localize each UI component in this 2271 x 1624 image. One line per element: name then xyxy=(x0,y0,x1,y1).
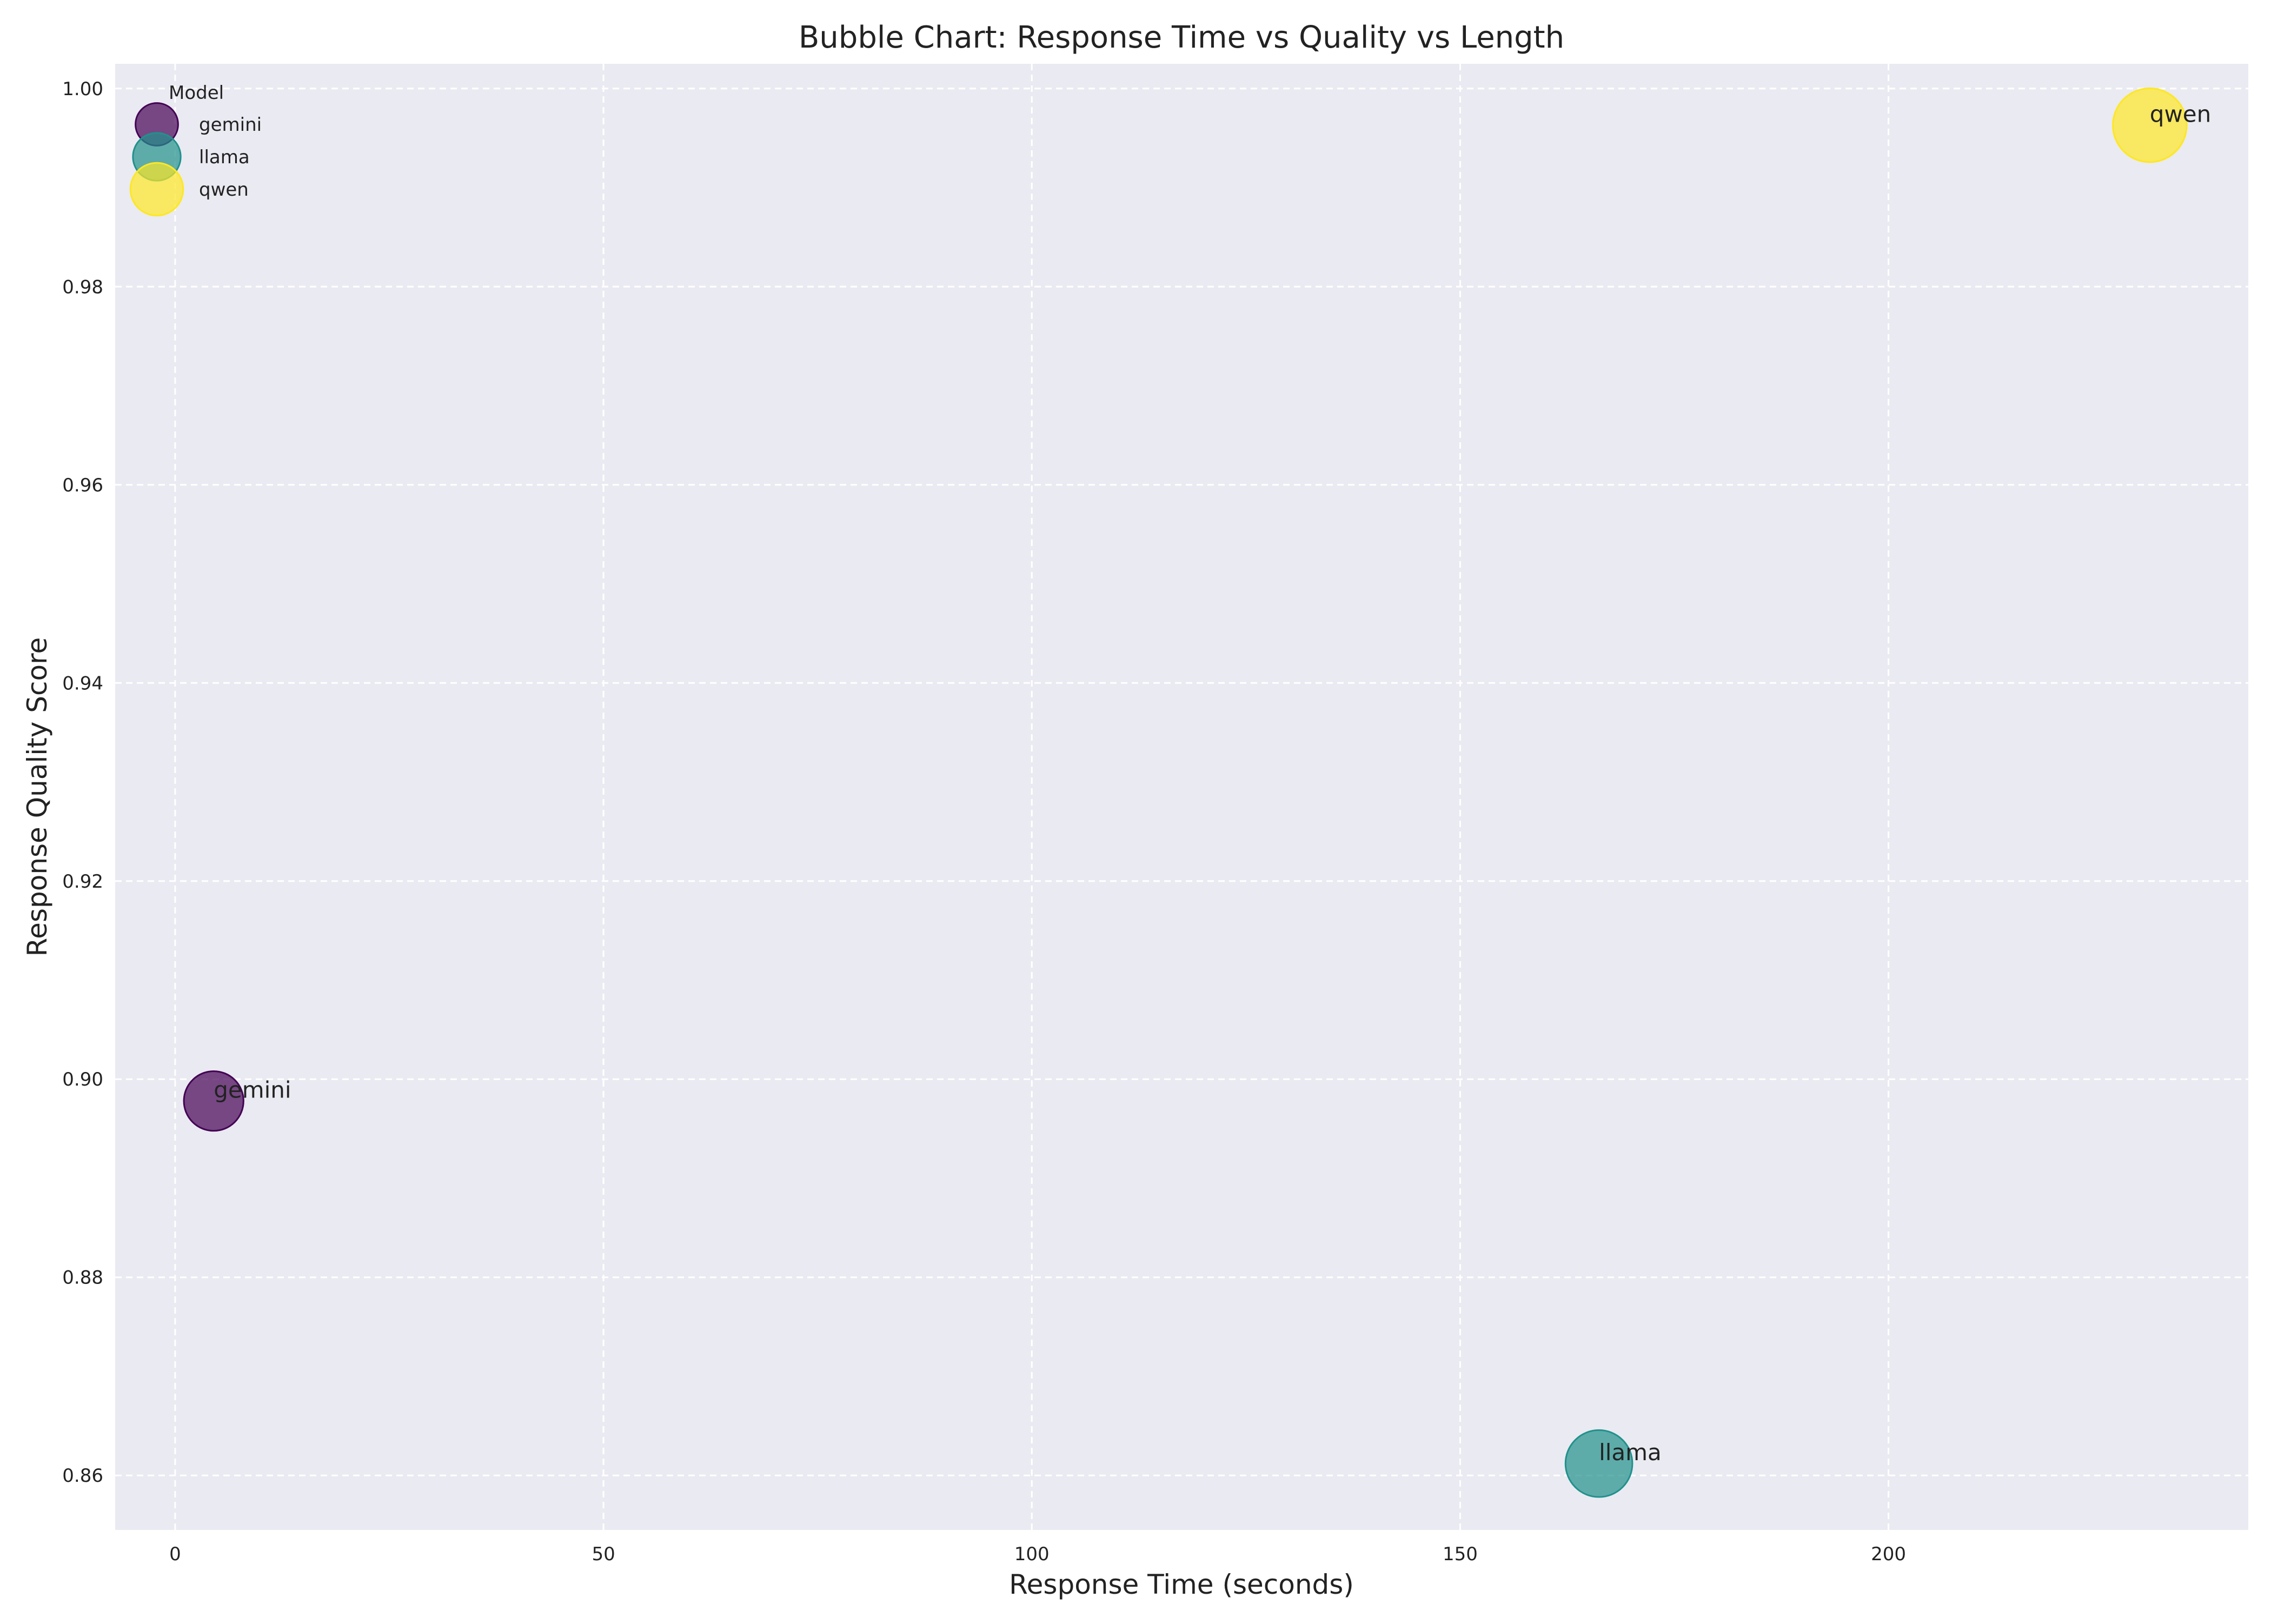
y-tick-label: 1.00 xyxy=(62,78,103,100)
chart-title: Bubble Chart: Response Time vs Quality v… xyxy=(799,20,1564,55)
x-axis-label: Response Time (seconds) xyxy=(1009,1569,1354,1600)
y-tick-label: 0.88 xyxy=(62,1267,103,1289)
y-tick-label: 0.90 xyxy=(62,1069,103,1090)
bubble-gemini xyxy=(183,1070,244,1132)
bubble-label-qwen: qwen xyxy=(2150,101,2211,128)
x-tick-label: 150 xyxy=(1443,1543,1478,1565)
y-axis-label: Response Quality Score xyxy=(22,637,53,957)
y-tick-label: 0.94 xyxy=(62,673,103,694)
grid-layer xyxy=(115,64,2248,1530)
x-tick-label: 200 xyxy=(1871,1543,1906,1565)
y-tick-label: 0.86 xyxy=(62,1465,103,1487)
bubble-layer xyxy=(183,87,2188,1498)
x-tick-label: 50 xyxy=(592,1543,615,1565)
tick-layer: 0 50 100 150 200 0.86 0.88 0.90 0.92 0.94 0.96 0.98… xyxy=(62,78,1906,1565)
legend-label-llama: llama xyxy=(199,147,250,168)
label-layer: gemini llama qwen xyxy=(214,101,2211,1466)
legend-label-gemini: gemini xyxy=(199,114,262,136)
bubble-qwen xyxy=(2112,87,2188,163)
bubble-label-gemini: gemini xyxy=(214,1077,291,1103)
bubble-llama xyxy=(1564,1429,1633,1498)
x-tick-label: 0 xyxy=(169,1543,181,1565)
legend: Model gemini llama qwen xyxy=(129,82,262,217)
legend-marker-qwen xyxy=(129,162,184,217)
legend-title: Model xyxy=(169,82,224,104)
bubble-label-llama: llama xyxy=(1599,1439,1662,1466)
legend-label-qwen: qwen xyxy=(199,179,249,201)
y-tick-label: 0.98 xyxy=(62,276,103,298)
y-tick-label: 0.92 xyxy=(62,871,103,893)
y-tick-label: 0.96 xyxy=(62,475,103,496)
plot-area xyxy=(115,64,2248,1530)
x-tick-label: 100 xyxy=(1014,1543,1050,1565)
